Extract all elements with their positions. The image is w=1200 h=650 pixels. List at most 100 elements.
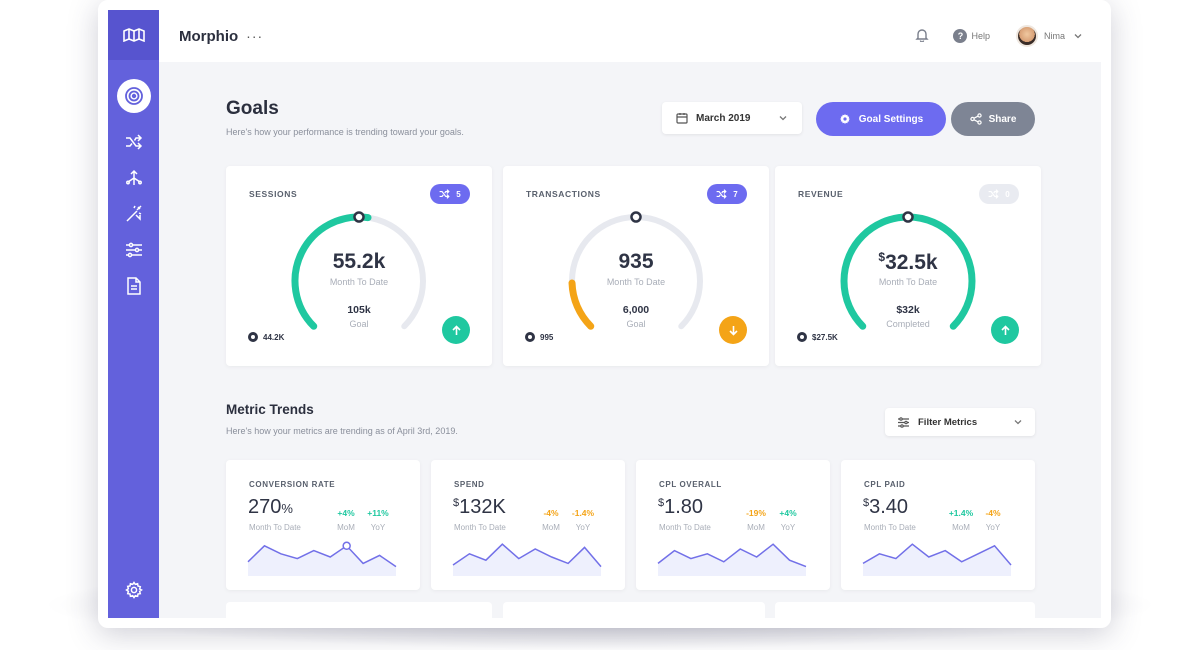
goal-card-revenue[interactable]: REVENUE 0 $32.5k Month To Date $32k Completed… — [775, 166, 1041, 366]
goal-minimum: 995 — [525, 332, 553, 342]
app-brand[interactable]: Morphio — [179, 27, 239, 45]
gear-icon — [124, 581, 143, 599]
sidebar-item-shuffle[interactable] — [108, 124, 159, 160]
page-subtitle: Here's how your performance is trending … — [226, 127, 464, 137]
metric-label: SPEND — [454, 480, 485, 489]
metric-value-number: 270 — [248, 496, 282, 518]
goal-count-badge[interactable]: 5 — [430, 184, 470, 204]
arrow-down-icon[interactable] — [719, 316, 747, 344]
goal-count: 5 — [456, 189, 461, 199]
goal-settings-button[interactable]: Goal Settings — [816, 102, 946, 136]
chevron-down-icon — [1074, 34, 1082, 39]
metric-yoy-change: +11% — [367, 508, 389, 518]
section-subtitle: Here's how your metrics are trending as … — [226, 426, 458, 436]
metric-card-cpl-overall[interactable]: CPL OVERALL $1.80 Month To Date -19% +4% MoM Y… — [636, 460, 830, 590]
share-label: Share — [988, 113, 1017, 125]
top-bar: Morphio ··· ? Help Nima — [159, 10, 1101, 62]
metric-mom-label: MoM — [337, 523, 355, 532]
main-content: Goals Here's how your performance is tre… — [159, 62, 1101, 618]
gauge-progress — [291, 213, 372, 330]
goal-target-caption: Goal — [349, 319, 369, 329]
sidebar-item-sliders[interactable] — [108, 232, 159, 268]
metric-yoy-label: YoY — [985, 523, 1001, 532]
circle-icon — [525, 332, 535, 342]
metric-value-prefix: $ — [863, 497, 870, 509]
user-menu[interactable]: Nima — [1015, 25, 1083, 47]
gear-icon — [839, 114, 850, 124]
logo-icon[interactable] — [108, 10, 159, 60]
target-icon — [116, 79, 151, 113]
sidebar-item-settings[interactable] — [108, 572, 159, 608]
goal-count-badge[interactable]: 7 — [707, 184, 747, 204]
metric-sparkline — [247, 541, 397, 576]
app-window: Morphio ··· ? Help Nima Goals Here's how… — [98, 0, 1111, 628]
goal-label: SESSIONS — [249, 189, 298, 199]
filter-metrics-dropdown[interactable]: Filter Metrics — [885, 408, 1035, 436]
circle-icon — [248, 332, 258, 342]
sparkline-line — [452, 543, 602, 568]
metric-card-conversion-rate[interactable]: CONVERSION RATE 270% Month To Date +4% +11% M… — [226, 460, 420, 590]
goal-target: 6,000 — [622, 304, 650, 316]
metric-mom-label: MoM — [747, 523, 765, 532]
metric-caption: Month To Date — [864, 523, 916, 532]
goal-minimum-value: 44.2K — [263, 332, 285, 342]
sidebar-item-goals[interactable] — [108, 78, 159, 114]
card-placeholder — [226, 602, 492, 618]
gauge-marker — [902, 211, 914, 223]
metric-label: CPL PAID — [864, 480, 906, 489]
gauge-progress — [568, 279, 595, 330]
metric-mom-change: -4% — [543, 508, 559, 518]
brand-menu-icon[interactable]: ··· — [246, 28, 264, 44]
sidebar-item-wand[interactable] — [108, 196, 159, 232]
circle-icon — [797, 332, 807, 342]
metric-card-cpl-paid[interactable]: CPL PAID $3.40 Month To Date +1.4% -4% MoM YoY — [841, 460, 1035, 590]
metric-yoy-label: YoY — [575, 523, 591, 532]
share-button[interactable]: Share — [951, 102, 1035, 136]
help-link[interactable]: ? Help — [953, 29, 990, 43]
metric-card-spend[interactable]: SPEND $132K Month To Date -4% -1.4% MoM YoY — [431, 460, 625, 590]
goal-gauge — [840, 211, 976, 330]
goal-value: 55.2k — [226, 250, 492, 274]
shuffle-icon — [988, 189, 999, 199]
arrow-up-icon[interactable] — [442, 316, 470, 344]
goal-value-caption: Month To Date — [878, 277, 938, 287]
metric-sparkline — [452, 543, 602, 576]
card-placeholder — [503, 602, 765, 618]
gauge-marker — [353, 211, 365, 223]
metric-value-number: 3.40 — [869, 496, 909, 518]
goal-value: $32.5k — [775, 250, 1041, 275]
metric-caption: Month To Date — [249, 523, 301, 532]
goal-card-transactions[interactable]: TRANSACTIONS 7 935 Month To Date 6,000 Goal 99… — [503, 166, 769, 366]
bell-icon[interactable] — [915, 28, 930, 44]
metric-mom-label: MoM — [952, 523, 970, 532]
metric-yoy-label: YoY — [780, 523, 796, 532]
shuffle-icon — [439, 189, 450, 199]
sidebar-item-reports[interactable] — [108, 268, 159, 304]
metric-yoy-label: YoY — [370, 523, 386, 532]
sparkline-marker[interactable] — [342, 541, 351, 551]
metric-yoy-change: -1.4% — [571, 508, 595, 518]
goal-minimum-value: 995 — [540, 332, 554, 342]
metric-value: $1.80 — [658, 496, 703, 519]
goal-value: 935 — [503, 250, 769, 274]
sparkline-area — [453, 544, 601, 576]
date-picker[interactable]: March 2019 — [662, 102, 802, 134]
goal-value-number: 55.2k — [332, 250, 386, 273]
goal-value-number: 32.5k — [885, 251, 938, 274]
goal-count-badge[interactable]: 0 — [979, 184, 1019, 204]
goal-settings-label: Goal Settings — [858, 113, 924, 125]
sparkline-area — [658, 544, 806, 576]
sidebar — [108, 10, 159, 618]
metric-value-number: 132K — [459, 496, 506, 518]
network-icon — [125, 169, 142, 185]
metric-label: CONVERSION RATE — [249, 480, 336, 489]
metric-mom-change: -19% — [746, 508, 766, 518]
arrow-up-icon[interactable] — [991, 316, 1019, 344]
sparkline-area — [863, 544, 1011, 576]
goal-gauge — [291, 211, 426, 330]
metric-yoy-change: -4% — [985, 508, 1001, 518]
metric-value: $3.40 — [863, 496, 908, 519]
goal-card-sessions[interactable]: SESSIONS 5 55.2k Month To Date 105k Goal 44.2K — [226, 166, 492, 366]
sidebar-item-network[interactable] — [108, 160, 159, 196]
sparkline-line — [657, 543, 807, 568]
